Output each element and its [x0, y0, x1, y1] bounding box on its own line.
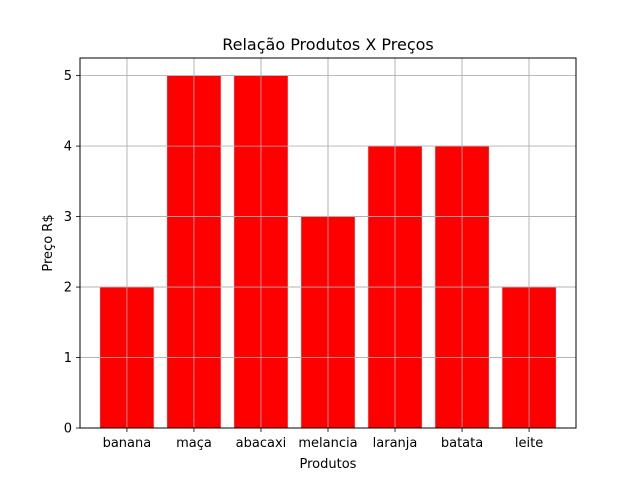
y-axis-label: Preço R$ — [41, 214, 56, 271]
x-tick-label: batata — [441, 436, 483, 451]
bars-layer — [80, 58, 576, 429]
y-tick-label: 0 — [64, 422, 72, 437]
ticks-layer: 0 1 2 3 4 5 banana maça abacaxi melancia laranja ba… — [64, 69, 544, 451]
y-tick-label: 3 — [64, 210, 72, 225]
plot-frame — [79, 57, 577, 429]
y-tick-label: 5 — [64, 69, 72, 84]
x-tick-label: laranja — [373, 436, 418, 451]
x-tick-label: maça — [176, 436, 212, 451]
x-tick-label: abacaxi — [236, 436, 287, 451]
y-tick-label: 4 — [64, 140, 72, 155]
y-tick-label: 1 — [64, 351, 72, 366]
y-tick-label: 2 — [64, 281, 72, 296]
x-tick-label: melancia — [298, 436, 357, 451]
x-tick-label: leite — [515, 436, 543, 451]
x-axis-label: Produtos — [300, 457, 357, 472]
chart-title: Relação Produtos X Preços — [222, 35, 434, 54]
x-tick-label: banana — [103, 436, 152, 451]
